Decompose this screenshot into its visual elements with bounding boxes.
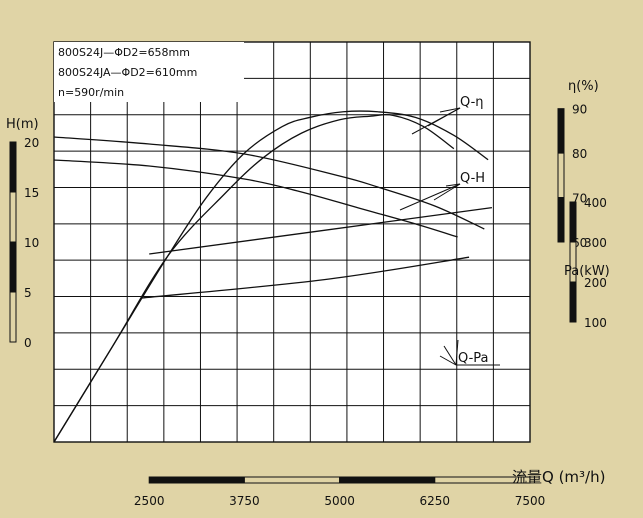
eff-axis-scale-segment bbox=[557, 108, 565, 154]
x-axis-scale-segment bbox=[339, 476, 436, 484]
curve-label-power: Q-Pa bbox=[458, 351, 489, 366]
curve-label-leader bbox=[399, 183, 461, 211]
x-tick-label: 7500 bbox=[515, 494, 546, 508]
title-block: 800S24J—ΦD2=658mm 800S24JA—ΦD2=610mm n=5… bbox=[54, 42, 244, 102]
eff-axis-tick-label: 80 bbox=[572, 147, 587, 161]
title-line-3: n=590r/min bbox=[58, 86, 124, 99]
head-axis-tick-label: 10 bbox=[24, 236, 39, 250]
head-axis-tick-label: 15 bbox=[24, 186, 39, 200]
power-axis-scale-segment bbox=[569, 281, 577, 323]
series-line-eff-3 bbox=[53, 113, 455, 443]
head-axis-scale-segment bbox=[9, 241, 17, 293]
curve-labels: Q-η Q-H Q-Pa bbox=[458, 95, 489, 366]
eff-axis-label: η(%) bbox=[568, 79, 599, 94]
x-tick-label: 6250 bbox=[420, 494, 451, 508]
curves bbox=[53, 107, 500, 443]
curve-label-leader bbox=[439, 107, 461, 113]
head-axis-label: H(m) bbox=[6, 117, 39, 132]
head-axis-scale-segment bbox=[9, 291, 17, 343]
eff-axis-scale-segment bbox=[557, 197, 565, 243]
head-axis-tick-label: 20 bbox=[24, 136, 39, 150]
title-line-2: 800S24JA—ΦD2=610mm bbox=[58, 66, 197, 79]
curve-label-leader bbox=[433, 183, 461, 201]
curve-label-leader bbox=[445, 183, 461, 187]
eff-axis-tick-label: 90 bbox=[572, 103, 587, 117]
head-axis-tick-label: 5 bbox=[24, 286, 32, 300]
power-axis-label: Pa(kW) bbox=[564, 264, 610, 279]
power-axis-tick-label: 100 bbox=[584, 316, 607, 330]
power-axis-tick-label: 400 bbox=[584, 196, 607, 210]
eff-axis-scale-segment bbox=[557, 152, 565, 199]
series-line-head-1 bbox=[53, 159, 458, 238]
curve-label-leader bbox=[427, 107, 461, 127]
curve-label-eff: Q-η bbox=[460, 95, 484, 110]
curve-label-leader bbox=[443, 345, 457, 366]
axis-titles: H(m) η(%) Pa(kW) 流量Q (m³/h) bbox=[6, 79, 610, 486]
power-axis-tick-label: 300 bbox=[584, 236, 607, 250]
curve-label-leader bbox=[455, 339, 459, 366]
x-tick-label: 2500 bbox=[134, 494, 165, 508]
x-tick-label: 3750 bbox=[229, 494, 260, 508]
series-line-head-0 bbox=[53, 136, 485, 230]
plot-grid bbox=[53, 41, 531, 443]
head-axis-scale-segment bbox=[9, 141, 17, 193]
power-axis-scale-segment bbox=[569, 201, 577, 243]
head-axis-tick-label: 0 bbox=[24, 336, 32, 350]
x-tick-label: 5000 bbox=[324, 494, 355, 508]
title-box bbox=[54, 42, 244, 102]
x-axis-label: 流量Q (m³/h) bbox=[512, 468, 605, 486]
head-axis-scale-segment bbox=[9, 191, 17, 243]
x-axis-scale-segment bbox=[434, 476, 531, 484]
x-axis-scale-segment bbox=[243, 476, 341, 484]
curve-label-head: Q-H bbox=[460, 171, 485, 186]
power-axis-tick-label: 200 bbox=[584, 276, 607, 290]
title-line-1: 800S24J—ΦD2=658mm bbox=[58, 46, 190, 59]
plot-area bbox=[53, 41, 531, 443]
series-line-power-4 bbox=[149, 206, 493, 255]
curve-label-leader bbox=[439, 355, 457, 366]
x-axis-scale-segment bbox=[148, 476, 245, 484]
series-line-power-5 bbox=[141, 256, 470, 299]
series-line-eff-2 bbox=[53, 110, 489, 443]
